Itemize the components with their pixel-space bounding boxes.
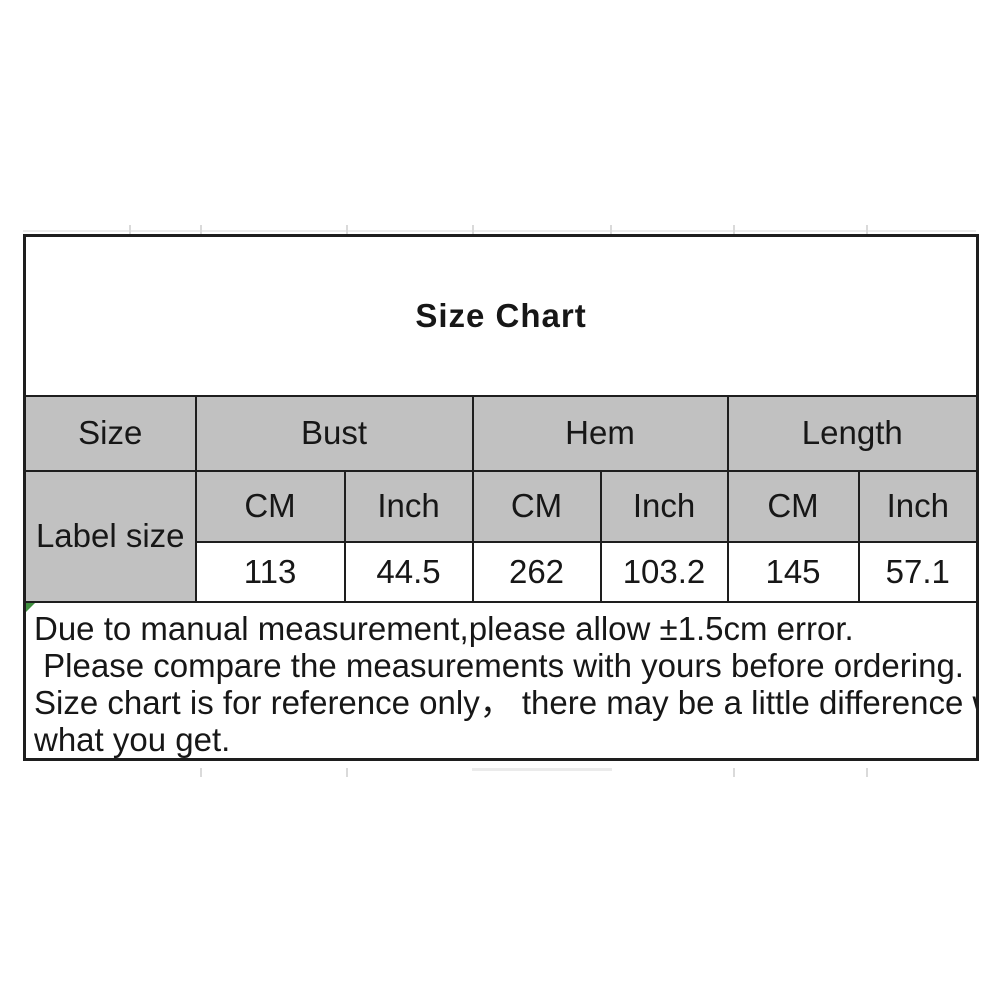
gridline-stub <box>866 225 868 234</box>
col-header-hem: Hem <box>471 394 729 472</box>
note-line-2: Please compare the measurements with you… <box>34 646 964 684</box>
gridline-stub <box>346 225 348 234</box>
gridline-stub <box>200 768 202 777</box>
unit-header-hem-cm: CM <box>471 469 602 543</box>
gridline-stub <box>866 768 868 777</box>
size-chart-table: Size Chart Size Bust Hem Length Label si… <box>23 234 980 761</box>
col-header-length: Length <box>726 394 979 472</box>
unit-header-bust-inch: Inch <box>343 469 474 543</box>
unit-header-length-inch: Inch <box>857 469 979 543</box>
gridline-stub <box>129 225 131 234</box>
notes-cell: Due to manual measurement,please allow ±… <box>23 600 979 760</box>
value-length-cm: 145 <box>726 540 860 603</box>
row-label-cell: Label size <box>23 469 197 603</box>
col-header-size: Size <box>23 394 197 472</box>
value-bust-inch: 44.5 <box>343 540 474 603</box>
gridline-stub <box>472 225 474 234</box>
col-header-bust: Bust <box>194 394 474 472</box>
gridline-stub <box>733 768 735 777</box>
value-hem-cm: 262 <box>471 540 602 603</box>
value-hem-inch: 103.2 <box>599 540 729 603</box>
unit-header-length-cm: CM <box>726 469 860 543</box>
page-title: Size Chart <box>23 234 979 397</box>
note-line-1: Due to manual measurement,please allow ±… <box>34 609 854 647</box>
unit-header-hem-inch: Inch <box>599 469 729 543</box>
gridline-stub <box>733 225 735 234</box>
gridline-stub <box>346 768 348 777</box>
gridline-stub <box>23 230 976 232</box>
value-bust-cm: 113 <box>194 540 346 603</box>
gridline-stub <box>200 225 202 234</box>
error-flag-icon <box>26 603 35 612</box>
unit-header-bust-cm: CM <box>194 469 346 543</box>
note-line-3: Size chart is for reference only， there … <box>34 683 978 721</box>
value-length-inch: 57.1 <box>857 540 979 603</box>
gridline-stub <box>472 768 612 771</box>
gridline-stub <box>610 225 612 234</box>
note-line-4: what you get. <box>34 720 231 758</box>
